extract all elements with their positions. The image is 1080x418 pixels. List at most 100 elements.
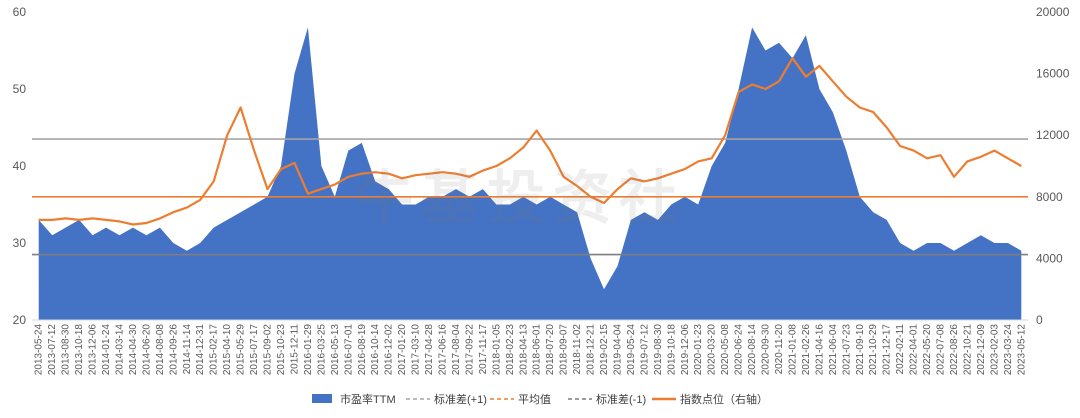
x-tick: 2021-12-17	[882, 324, 893, 376]
legend-label: 标准差(-1)	[596, 392, 646, 406]
legend-label: 市盈率TTM	[340, 392, 396, 406]
x-tick: 2020-05-08	[720, 324, 731, 376]
y-right-tick: 8000	[1036, 190, 1063, 204]
legend-item: 标准差(+1)	[406, 392, 487, 406]
x-tick: 2022-08-26	[949, 324, 960, 376]
x-tick: 2020-11-20	[774, 324, 785, 375]
x-tick: 2015-10-23	[276, 324, 287, 376]
x-tick: 2017-04-28	[424, 324, 435, 376]
x-tick: 2018-12-21	[586, 324, 597, 376]
x-tick: 2020-03-20	[707, 324, 718, 376]
x-tick: 2019-07-12	[639, 324, 650, 376]
x-tick: 2020-01-23	[693, 324, 704, 376]
x-tick: 2015-09-02	[263, 324, 274, 376]
y-left-tick: 40	[13, 159, 27, 173]
x-tick: 2022-04-01	[909, 324, 920, 376]
x-tick: 2018-09-07	[559, 324, 570, 376]
legend-item: 平均值	[490, 393, 551, 406]
x-tick: 2021-10-29	[868, 324, 879, 376]
x-tick: 2014-01-24	[101, 324, 112, 376]
x-tick: 2019-05-24	[626, 324, 637, 376]
y-right-tick: 0	[1036, 313, 1043, 327]
y-right-tick: 20000	[1036, 5, 1070, 19]
x-tick: 2022-12-09	[976, 324, 987, 376]
x-tick: 2016-03-25	[316, 324, 327, 376]
x-tick: 2022-05-20	[922, 324, 933, 376]
x-tick: 2021-09-10	[855, 324, 866, 376]
pe-ttm-area	[38, 27, 1022, 321]
x-tick: 2014-03-14	[114, 324, 125, 376]
x-tick: 2019-12-06	[680, 324, 691, 376]
x-tick: 2013-12-06	[88, 324, 99, 376]
y-left-tick: 50	[13, 82, 27, 96]
x-tick: 2021-04-16	[814, 324, 825, 376]
x-tick: 2018-02-23	[505, 324, 516, 376]
x-tick: 2018-04-13	[518, 324, 529, 376]
y-left-tick: 20	[13, 313, 27, 327]
x-tick: 2016-05-13	[330, 324, 341, 376]
x-tick: 2014-09-26	[168, 324, 179, 376]
x-tick: 2020-06-24	[734, 324, 745, 376]
x-tick: 2019-10-18	[666, 324, 677, 376]
legend: 市盈率TTM 标准差(+1) 平均值 标准差(-1) 指数点位（右轴）	[312, 392, 768, 406]
y-right-tick: 12000	[1036, 128, 1070, 142]
x-tick: 2020-09-30	[761, 324, 772, 376]
y-right-tick: 4000	[1036, 251, 1063, 265]
x-tick: 2014-11-14	[182, 324, 193, 375]
x-tick: 2018-11-02	[572, 324, 583, 375]
x-tick: 2020-08-14	[747, 324, 758, 376]
plot-area	[32, 27, 1028, 321]
x-tick: 2013-07-12	[47, 324, 58, 376]
legend-swatch	[312, 394, 332, 403]
x-tick: 2016-07-01	[343, 324, 354, 376]
index-line	[38, 57, 1022, 226]
x-tick: 2023-03-24	[1003, 324, 1014, 376]
x-tick: 2017-08-04	[451, 324, 462, 376]
x-tick: 2014-06-20	[141, 324, 152, 376]
x-tick: 2014-08-08	[155, 324, 166, 376]
x-tick: 2023-05-12	[1016, 324, 1027, 376]
x-tick: 2023-02-03	[989, 324, 1000, 376]
x-tick: 2017-11-17	[478, 324, 489, 375]
x-tick: 2017-03-10	[411, 324, 422, 376]
x-tick: 2021-07-23	[841, 324, 852, 376]
legend-item: 指数点位（右轴）	[652, 392, 768, 406]
x-tick: 2016-01-29	[303, 324, 314, 376]
y-left-tick: 30	[13, 236, 27, 250]
x-tick: 2022-02-11	[895, 324, 906, 375]
y-left-tick: 60	[13, 5, 27, 19]
x-tick: 2016-08-19	[357, 324, 368, 376]
x-tick: 2017-01-20	[397, 324, 408, 376]
x-tick: 2017-09-22	[464, 324, 475, 376]
x-tick: 2013-10-18	[74, 324, 85, 376]
x-tick: 2022-10-21	[962, 324, 973, 376]
legend-item: 标准差(-1)	[568, 392, 646, 406]
x-tick: 2019-08-30	[653, 324, 664, 376]
x-tick: 2021-01-08	[787, 324, 798, 376]
legend-label: 标准差(+1)	[434, 392, 487, 406]
x-tick: 2021-02-26	[801, 324, 812, 376]
x-tick: 2021-06-04	[828, 324, 839, 376]
x-tick: 2016-10-14	[370, 324, 381, 376]
y-right-tick: 16000	[1036, 67, 1070, 81]
x-tick: 2018-06-01	[532, 324, 543, 376]
x-tick: 2015-07-17	[249, 324, 260, 376]
legend-label: 平均值	[518, 393, 551, 406]
x-tick: 2015-04-10	[222, 324, 233, 376]
legend-label: 指数点位（右轴）	[680, 392, 768, 406]
x-tick: 2013-05-24	[34, 324, 45, 376]
x-tick: 2022-07-08	[936, 324, 947, 376]
x-tick: 2014-12-31	[195, 324, 206, 376]
x-tick: 2013-08-30	[61, 324, 72, 376]
x-tick: 2016-12-02	[384, 324, 395, 376]
legend-item: 市盈率TTM	[312, 392, 396, 406]
x-tick: 2018-01-05	[491, 324, 502, 376]
x-tick: 2015-02-17	[209, 324, 220, 376]
x-tick: 2017-06-16	[438, 324, 449, 376]
x-tick: 2018-07-20	[545, 324, 556, 376]
x-tick: 2014-04-30	[128, 324, 139, 376]
x-tick: 2015-05-29	[236, 324, 247, 376]
x-tick: 2015-12-11	[289, 324, 300, 375]
watermark-text: 牛基投资社	[355, 164, 685, 232]
